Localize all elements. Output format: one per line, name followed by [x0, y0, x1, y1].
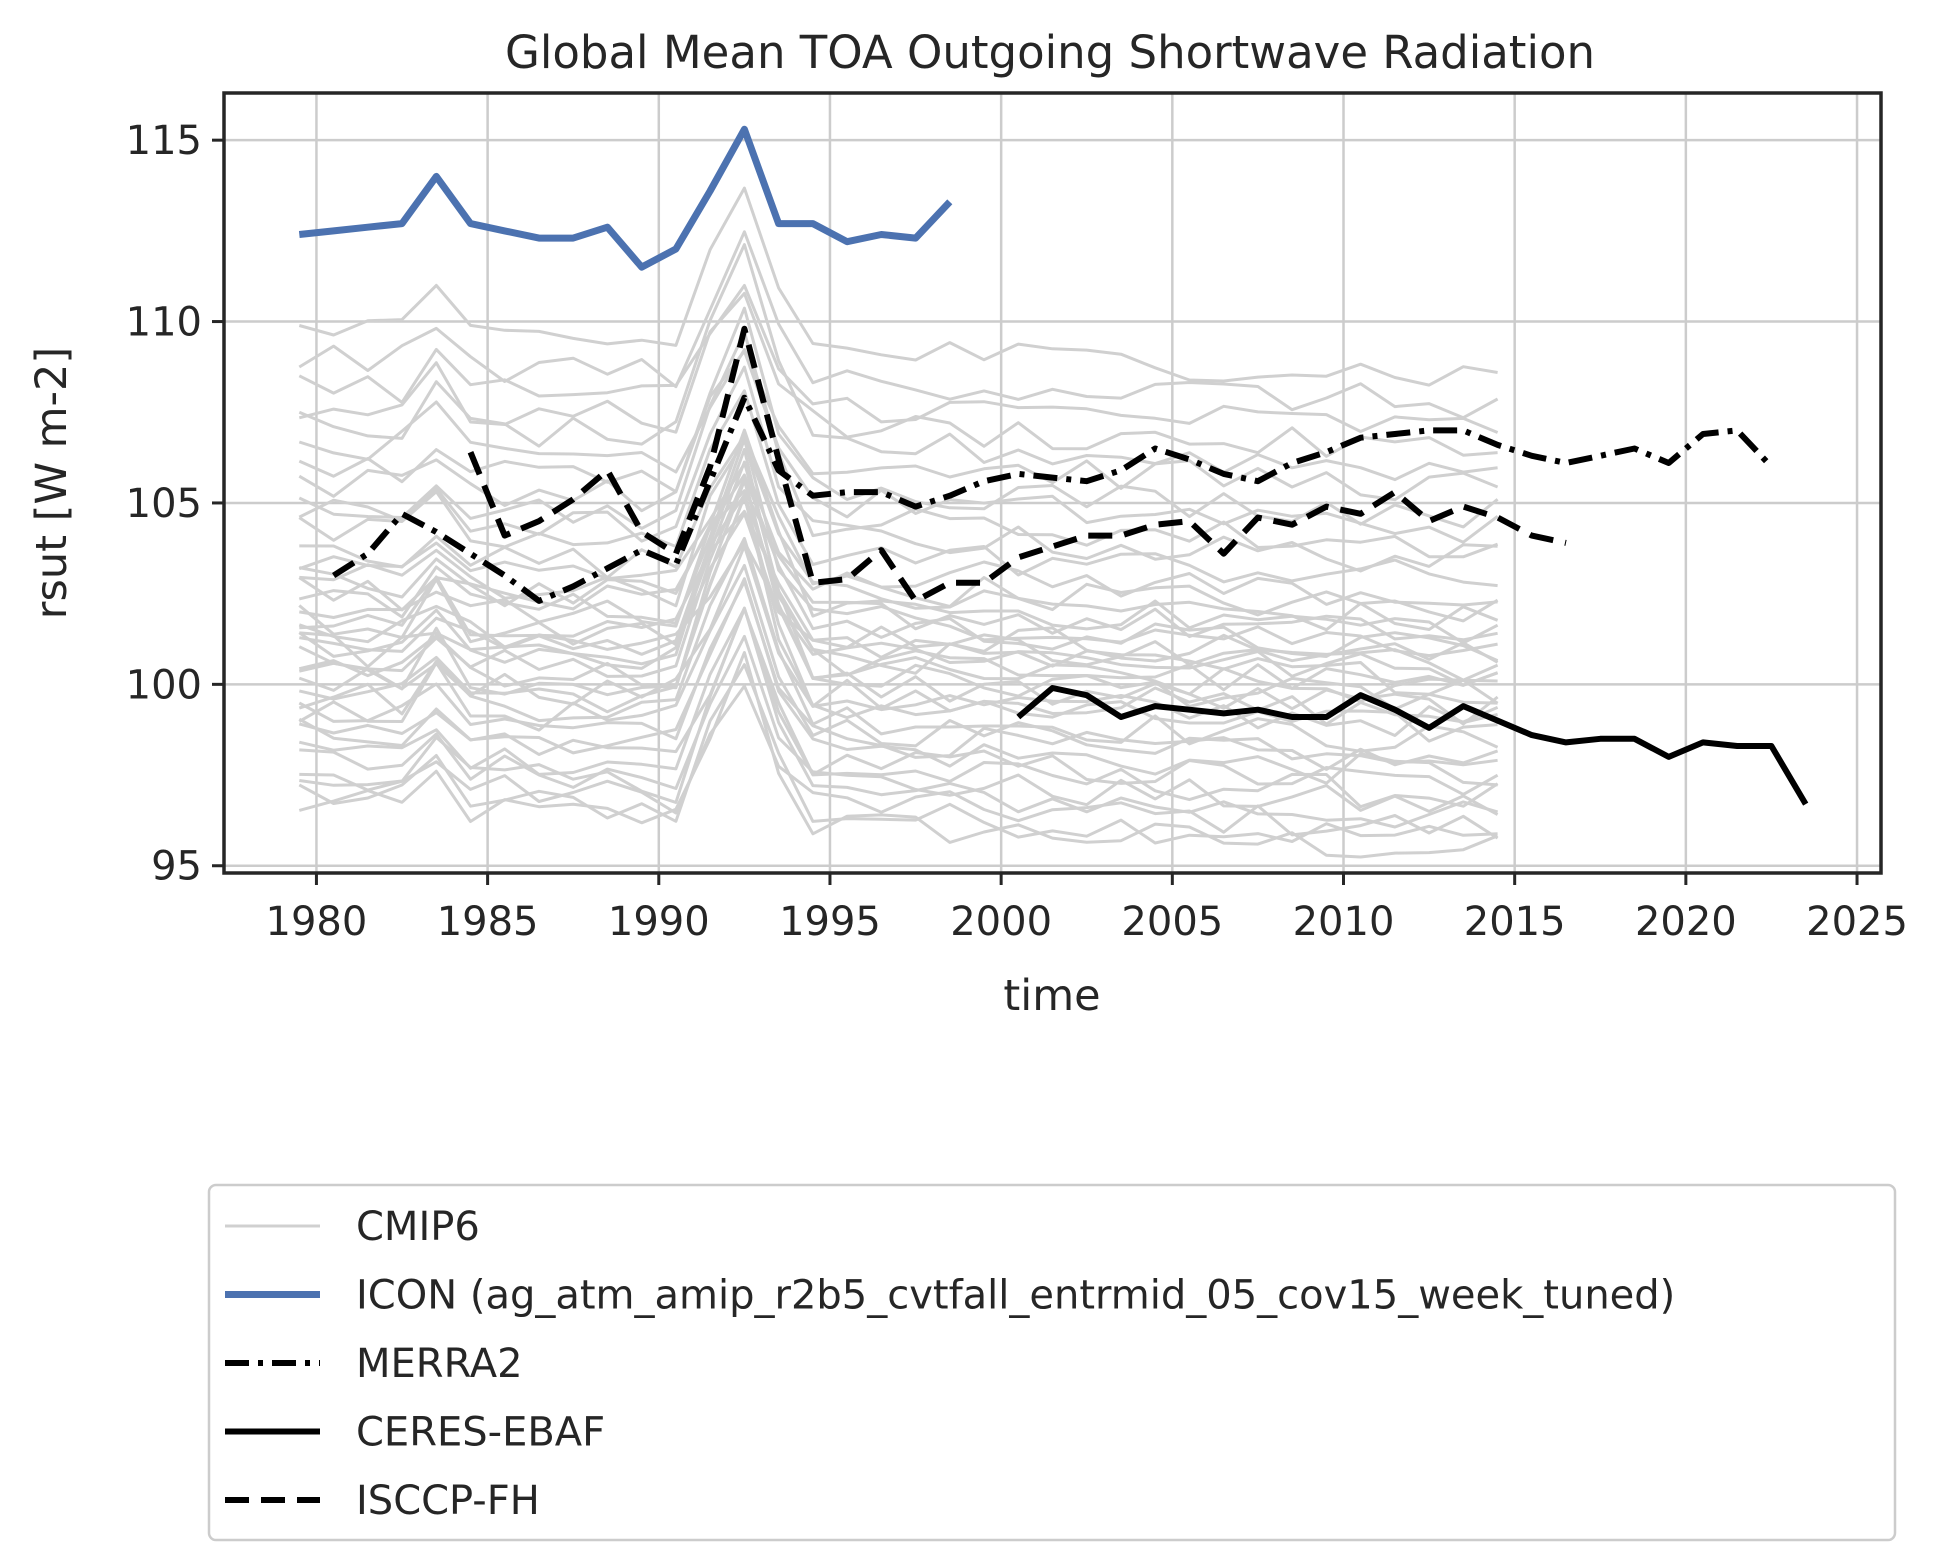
cmip6-line [298, 536, 1499, 753]
legend-label: CERES-EBAF [356, 1410, 605, 1456]
y-tick-label: 110 [126, 300, 202, 346]
cmip6-lines [298, 186, 1499, 859]
cmip6-line [299, 447, 1498, 696]
cmip6-line [298, 493, 1499, 692]
plot-frame [222, 91, 1883, 875]
cmip6-line [298, 462, 1499, 623]
cmip6-line [298, 495, 1499, 726]
ceres-ebaf-series-line [1016, 685, 1809, 806]
cmip6-line [298, 540, 1499, 687]
cmip6-line [299, 439, 1499, 632]
legend-label: MERRA2 [356, 1341, 523, 1387]
cmip6-line [299, 606, 1499, 829]
axis-ticks: 1980 1985 1990 1995 2000 2005 2010 2015 2020 2025… [126, 118, 1908, 945]
x-tick-label: 2025 [1806, 899, 1908, 945]
cmip6-line [299, 634, 1499, 816]
x-tick-label: 1995 [779, 899, 881, 945]
legend: CMIP6 ICON (ag_atm_amip_r2b5_cvtfall_entr… [207, 1183, 1897, 1542]
x-tick-label: 1985 [437, 899, 539, 945]
cmip6-line [298, 284, 1499, 434]
cmip6-line [299, 460, 1499, 705]
cmip6-line [299, 684, 1499, 840]
x-tick-label: 2005 [1121, 899, 1223, 945]
icon-series-line [298, 125, 953, 271]
cmip6-line [298, 476, 1498, 711]
cmip6-line [299, 434, 1498, 607]
series-lines [298, 125, 1809, 806]
cmip6-line [298, 348, 1499, 502]
y-tick-label: 105 [126, 481, 202, 527]
legend-label: ICON (ag_atm_amip_r2b5_cvtfall_entrmid_0… [356, 1273, 1675, 1319]
cmip6-line [298, 186, 1498, 387]
cmip6-line [298, 489, 1498, 642]
x-tick-label: 2015 [1464, 899, 1566, 945]
x-tick-label: 2010 [1293, 899, 1395, 945]
cmip6-line [298, 479, 1499, 726]
cmip6-line [298, 291, 1498, 458]
cmip6-line [298, 577, 1498, 787]
cmip6-line [298, 564, 1498, 767]
legend-label: CMIP6 [356, 1204, 480, 1250]
cmip6-line [298, 230, 1499, 420]
y-axis-label: rsut [W m-2] [27, 347, 77, 619]
cmip6-line [299, 509, 1499, 664]
x-tick-label: 2020 [1635, 899, 1737, 945]
cmip6-line [298, 651, 1499, 859]
chart-title: Global Mean TOA Outgoing Shortwave Radia… [505, 26, 1595, 79]
cmip6-line [298, 663, 1498, 845]
cmip6-line [298, 330, 1499, 559]
merra2-series-line [331, 394, 1774, 604]
x-axis-label: time [1003, 971, 1100, 1021]
x-tick-label: 1990 [608, 899, 710, 945]
cmip6-line [298, 389, 1498, 588]
legend-label: ISCCP-FH [356, 1478, 540, 1524]
x-tick-label: 2000 [950, 899, 1052, 945]
cmip6-line [298, 306, 1499, 529]
cmip6-line [298, 607, 1499, 796]
legend-frame [207, 1183, 1897, 1542]
cmip6-line [298, 606, 1499, 809]
y-tick-label: 95 [151, 844, 202, 890]
isccp-fh-series-line [467, 325, 1567, 604]
y-tick-label: 100 [126, 662, 202, 708]
x-tick-label: 1980 [266, 899, 368, 945]
y-tick-label: 115 [126, 118, 202, 164]
cmip6-line [298, 580, 1499, 771]
